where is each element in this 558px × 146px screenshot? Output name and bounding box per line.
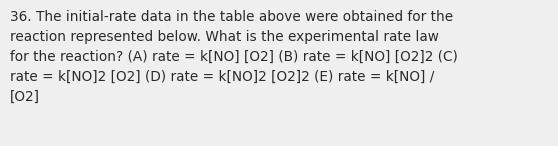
Text: rate = k[NO]2 [O2] (D) rate = k[NO]2 [O2]2 (E) rate = k[NO] /: rate = k[NO]2 [O2] (D) rate = k[NO]2 [O2… [10,70,434,84]
Text: 36. The initial-rate data in the table above were obtained for the: 36. The initial-rate data in the table a… [10,10,453,24]
Text: for the reaction? (A) rate = k[NO] [O2] (B) rate = k[NO] [O2]2 (C): for the reaction? (A) rate = k[NO] [O2] … [10,50,458,64]
Text: [O2]: [O2] [10,90,40,104]
Text: reaction represented below. What is the experimental rate law: reaction represented below. What is the … [10,30,439,44]
